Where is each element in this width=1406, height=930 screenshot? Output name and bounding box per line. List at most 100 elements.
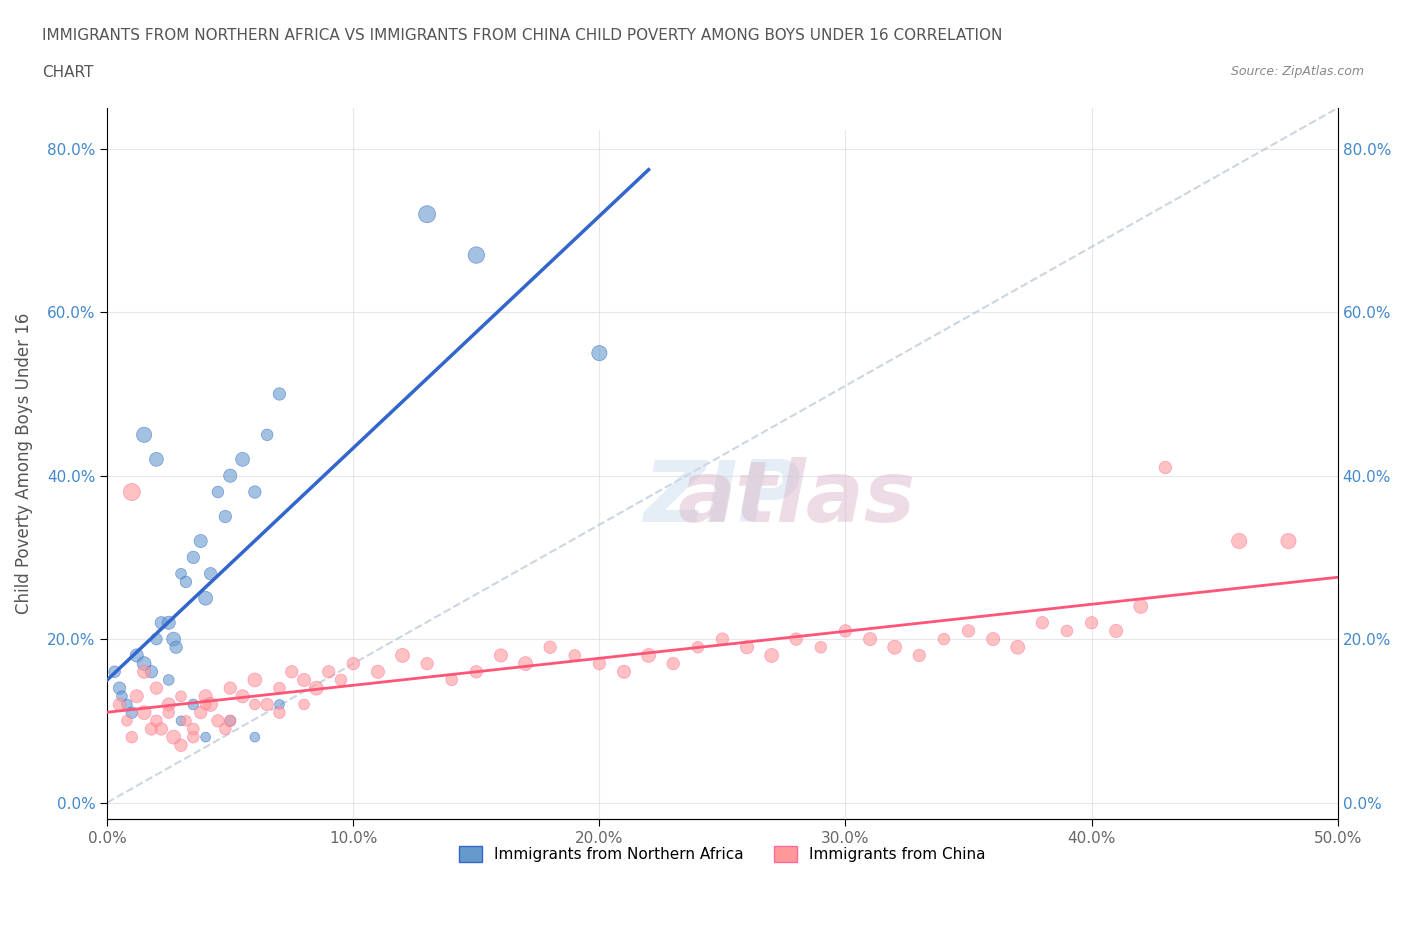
Point <box>735 640 758 655</box>
Point <box>194 591 217 605</box>
FancyBboxPatch shape <box>516 27 918 131</box>
Text: N =: N = <box>756 47 790 62</box>
Point <box>219 713 242 728</box>
Point <box>243 485 266 499</box>
Point <box>174 713 197 728</box>
Point <box>515 657 537 671</box>
Point <box>342 657 364 671</box>
Point <box>1105 623 1128 638</box>
Point <box>981 631 1004 646</box>
Point <box>465 247 488 262</box>
Point <box>132 657 155 671</box>
Point <box>1031 616 1053 631</box>
Text: 0.611: 0.611 <box>658 47 706 62</box>
Point <box>219 681 242 696</box>
Text: 75: 75 <box>811 96 832 111</box>
Point <box>170 689 193 704</box>
Point <box>183 730 205 745</box>
Point <box>132 664 155 679</box>
Point <box>489 648 512 663</box>
Point <box>416 206 439 221</box>
Point <box>115 697 138 711</box>
Point <box>588 346 610 361</box>
Point <box>1154 460 1177 475</box>
Point <box>194 689 217 704</box>
Point <box>125 648 148 663</box>
Point <box>157 672 180 687</box>
Point <box>190 705 212 720</box>
Text: CHART: CHART <box>42 65 94 80</box>
Point <box>391 648 413 663</box>
Point <box>564 648 586 663</box>
Point <box>232 452 254 467</box>
Point <box>367 664 389 679</box>
Point <box>145 713 167 728</box>
Point <box>170 566 193 581</box>
Point <box>162 631 184 646</box>
Point <box>613 664 636 679</box>
Point <box>183 722 205 737</box>
Point <box>686 640 709 655</box>
Text: ZIP: ZIP <box>644 458 801 540</box>
Text: atlas: atlas <box>678 458 915 540</box>
Point <box>121 705 143 720</box>
Point <box>141 664 163 679</box>
Point <box>145 452 167 467</box>
Point <box>292 697 315 711</box>
Text: N =: N = <box>756 96 790 111</box>
Point <box>165 640 187 655</box>
Point <box>318 664 340 679</box>
Point <box>932 631 955 646</box>
Point <box>115 713 138 728</box>
Point <box>330 672 353 687</box>
Point <box>1007 640 1029 655</box>
Text: IMMIGRANTS FROM NORTHERN AFRICA VS IMMIGRANTS FROM CHINA CHILD POVERTY AMONG BOY: IMMIGRANTS FROM NORTHERN AFRICA VS IMMIG… <box>42 28 1002 43</box>
Point <box>170 737 193 752</box>
Point <box>170 713 193 728</box>
Point <box>200 697 222 711</box>
Point <box>440 672 463 687</box>
FancyBboxPatch shape <box>531 86 588 121</box>
Point <box>637 648 659 663</box>
Point <box>157 697 180 711</box>
Point <box>108 697 131 711</box>
Point <box>121 485 143 499</box>
Point <box>183 550 205 565</box>
Text: Source: ZipAtlas.com: Source: ZipAtlas.com <box>1230 65 1364 78</box>
Point <box>269 697 291 711</box>
Point <box>207 713 229 728</box>
Point <box>132 428 155 443</box>
Point <box>1277 534 1299 549</box>
Point <box>145 631 167 646</box>
Point <box>785 631 807 646</box>
Point <box>269 681 291 696</box>
Point <box>256 428 278 443</box>
Point <box>281 664 304 679</box>
Point <box>141 722 163 737</box>
Point <box>174 575 197 590</box>
Point <box>108 681 131 696</box>
Text: 0.269: 0.269 <box>658 96 706 111</box>
Text: 38: 38 <box>811 47 832 62</box>
Point <box>305 681 328 696</box>
Point <box>157 705 180 720</box>
Point <box>243 730 266 745</box>
Point <box>190 534 212 549</box>
Point <box>132 705 155 720</box>
Point <box>150 616 173 631</box>
Point <box>761 648 783 663</box>
Point <box>243 697 266 711</box>
Point <box>125 689 148 704</box>
Point <box>588 657 610 671</box>
Point <box>269 387 291 402</box>
Point <box>214 722 236 737</box>
Point <box>908 648 931 663</box>
Point <box>243 672 266 687</box>
Point <box>269 705 291 720</box>
Point <box>662 657 685 671</box>
Point <box>711 631 734 646</box>
Point <box>207 485 229 499</box>
Point <box>200 566 222 581</box>
Point <box>111 689 134 704</box>
Point <box>219 468 242 483</box>
